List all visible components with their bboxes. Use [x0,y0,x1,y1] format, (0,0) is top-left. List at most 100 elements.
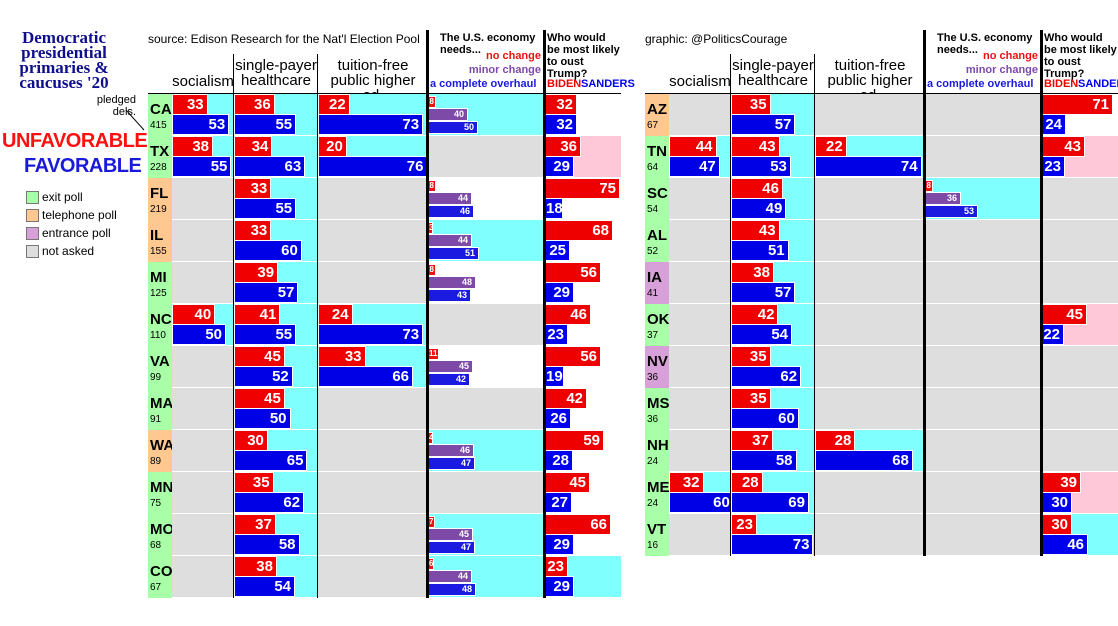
column-divider [730,54,731,556]
state-code: IL [150,227,164,244]
economy-overhaul-label: a complete overhaul [927,78,1034,90]
economy-question: The U.S. economy needs... [440,32,536,56]
state-cell: VT 16 [645,514,669,556]
bar-trump-sanders: 23 [545,324,568,345]
bar-healthcare-favorable: 53 [731,156,791,177]
cell-bg [1042,430,1118,472]
trump-sanders-label: SANDERS [581,78,635,90]
bar-trump-biden: 68 [545,220,613,241]
cell-bg [172,220,234,262]
legend-item-entrance: entrance poll [26,226,111,240]
state-code: IA [647,269,662,286]
header-rule [645,93,1118,94]
bar-healthcare-unfavorable: 36 [234,94,275,115]
cell-bg [318,556,428,598]
bar-trump-biden: 42 [545,388,587,409]
state-code: NC [150,311,172,328]
cell-bg [318,220,428,262]
bar-trump-sanders: 28 [545,450,573,471]
cell-bg [669,178,731,220]
cell-bg [1042,262,1118,304]
bar-tuition-favorable: 74 [815,156,922,177]
bar-healthcare-favorable: 55 [234,198,297,219]
bar-trump-biden: 30 [1042,514,1072,535]
bar-economy-minor-change: 48 [428,276,476,289]
row-divider [172,135,621,136]
cell-bg [815,94,925,136]
cell-bg [925,388,1042,430]
cell-bg [318,178,428,220]
state-code: ME [647,479,670,496]
state-code: MN [150,479,174,496]
bar-socialism-unfavorable: 44 [669,136,717,157]
cell-bg [318,472,428,514]
state-delegates: 228 [150,162,167,173]
bar-healthcare-unfavorable: 33 [234,178,272,199]
bar-trump-sanders: 18 [545,198,563,219]
cell-bg [669,304,731,346]
economy-no-change-label: no change [485,50,541,62]
state-code: WA [150,437,175,454]
bar-trump-biden: 59 [545,430,604,451]
economy-overhaul-label: a complete overhaul [430,78,537,90]
row-divider [669,555,1118,556]
row-divider [669,303,1118,304]
bar-trump-biden: 39 [1042,472,1081,493]
state-code: CO [150,563,173,580]
bar-trump-sanders: 46 [1042,534,1088,555]
bar-economy-no-change: 8 [428,264,436,276]
cell-bg [1042,178,1118,220]
cell-bg [815,472,925,514]
bar-healthcare-favorable: 52 [234,366,293,387]
cell-bg [815,304,925,346]
cell-bg [669,430,731,472]
column-divider-thick [923,30,926,556]
bar-economy-no-change: 8 [428,96,436,108]
state-delegates: 37 [647,330,659,341]
row-divider [172,345,621,346]
bar-socialism-favorable: 55 [172,156,232,177]
state-cell: FL 219 [148,178,172,220]
bar-trump-biden: 66 [545,514,611,535]
bar-healthcare-favorable: 55 [234,114,297,135]
cell-bg [318,262,428,304]
cell-bg [428,136,545,178]
state-code: MA [150,395,174,412]
state-cell: NV 36 [645,346,669,388]
state-cell: OK 37 [645,304,670,346]
cell-bg [172,346,234,388]
bar-socialism-favorable: 47 [669,156,720,177]
state-code: VA [150,353,170,370]
trump-biden-label: BIDEN [1044,78,1079,90]
cell-bg [669,388,731,430]
state-code: SC [647,185,668,202]
state-code: MI [150,269,167,286]
bar-healthcare-unfavorable: 39 [234,262,279,283]
state-cell: MS 36 [645,388,670,430]
bar-economy-no-change: 8 [428,180,436,192]
bar-healthcare-favorable: 60 [731,408,799,429]
bar-trump-sanders: 29 [545,534,574,555]
row-divider [669,513,1118,514]
state-delegates: 125 [150,288,167,299]
trump-sanders-label: SANDERS [1078,78,1118,90]
cell-bg [815,178,925,220]
state-code: OK [647,311,670,328]
bar-healthcare-unfavorable: 34 [234,136,273,157]
state-cell: MN 75 [148,472,174,514]
bar-socialism-unfavorable: 38 [172,136,214,157]
row-divider [172,387,621,388]
bar-economy-minor-change: 44 [428,570,472,583]
cell-bg [925,430,1042,472]
state-delegates: 91 [150,414,162,425]
bar-tuition-favorable: 68 [815,450,913,471]
legend-item-not-asked: not asked [26,244,94,258]
bar-tuition-favorable: 76 [318,156,428,177]
source-note: source: Edison Research for the Nat'l El… [148,32,420,46]
economy-minor-change-label: minor change [468,64,541,76]
bar-healthcare-unfavorable: 43 [731,136,780,157]
bar-healthcare-unfavorable: 35 [731,388,771,409]
cell-bg [318,430,428,472]
bar-economy-minor-change: 36 [925,192,961,205]
state-delegates: 219 [150,204,167,215]
